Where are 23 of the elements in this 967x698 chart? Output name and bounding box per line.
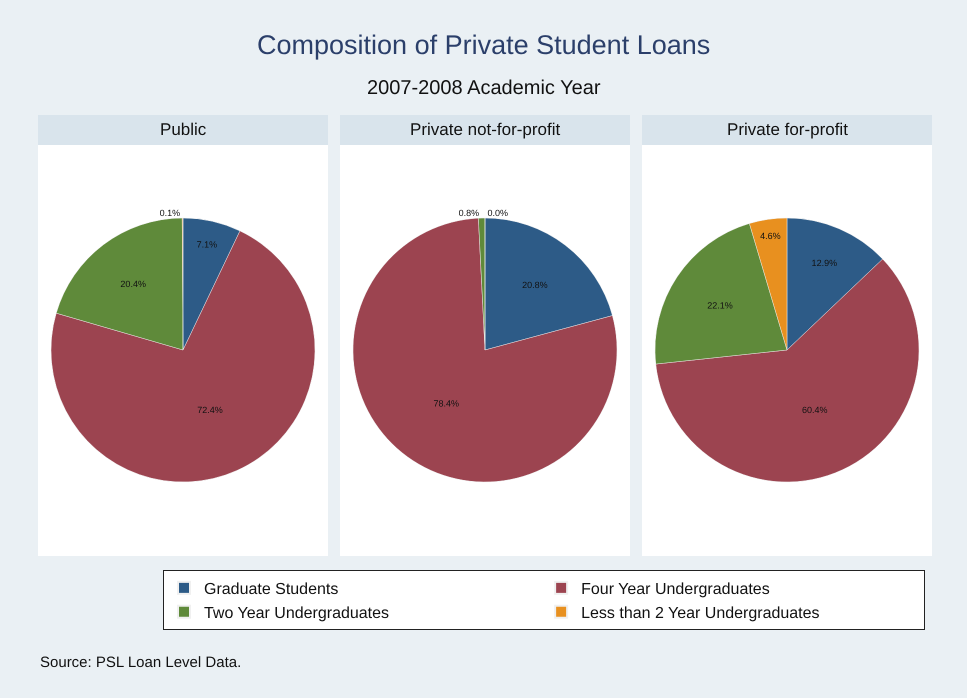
text: 0.0%: [488, 208, 508, 218]
data-label: 72.4%: [197, 405, 223, 416]
chart-title: Private not-for-profit: [410, 120, 560, 139]
data-label: 20.8%: [522, 280, 548, 290]
text: 2007-2008 Academic Year: [367, 77, 601, 99]
data-label: 7.1%: [196, 240, 218, 250]
chart-title: Public: [160, 120, 207, 139]
chart-title: Private for-profit: [727, 120, 848, 139]
data-label: 4.6%: [760, 230, 781, 241]
data-label: 22.1%: [707, 300, 733, 310]
legend-label: Four Year Undergraduates: [581, 581, 770, 598]
data-label: 78.4%: [433, 398, 459, 408]
text: Composition of Private Student Loans: [257, 30, 710, 60]
data-label: 0.8%: [458, 208, 480, 218]
legend-label: Less than 2 Year Undergraduates: [581, 604, 820, 622]
data-label: 60.4%: [802, 404, 828, 415]
data-label: 12.9%: [812, 258, 838, 268]
source-note: Source: PSL Loan Level Data.: [40, 654, 242, 671]
data-label: 20.4%: [120, 279, 146, 290]
pie-slice: [352, 218, 618, 482]
data-label: 0.1%: [160, 208, 180, 218]
legend-label: Two Year Undergraduates: [204, 604, 390, 622]
legend-label: Graduate Students: [204, 581, 338, 598]
